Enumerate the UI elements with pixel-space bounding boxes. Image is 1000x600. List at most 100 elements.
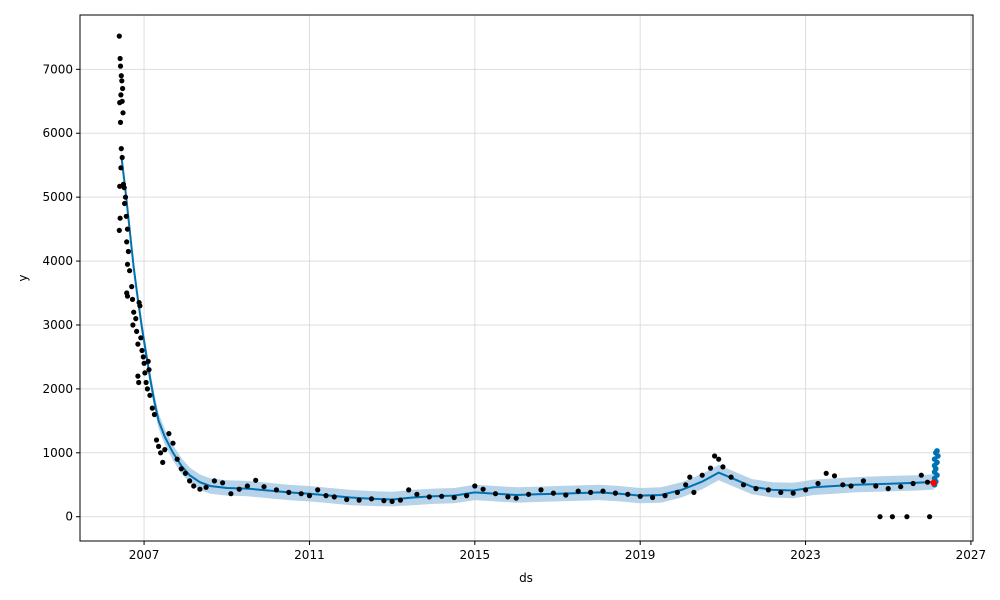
observed-point (637, 493, 643, 499)
observed-point (323, 493, 329, 499)
observed-point (236, 486, 242, 492)
observed-point (451, 494, 457, 501)
observed-point (505, 494, 511, 500)
observed-point (116, 33, 122, 39)
observed-point (848, 483, 854, 489)
observed-point (674, 489, 681, 495)
observed-point (538, 487, 544, 493)
observed-point (492, 491, 499, 497)
observed-point (753, 486, 759, 492)
observed-point (898, 484, 904, 490)
observed-point (151, 411, 157, 418)
forecast-dot (935, 453, 941, 459)
observed-point (831, 473, 838, 479)
observed-point (464, 493, 470, 499)
observed-point (220, 480, 226, 486)
observed-point (356, 497, 362, 503)
observed-point (344, 496, 350, 503)
observed-point (740, 482, 747, 488)
observed-point (625, 491, 631, 497)
forecast-dot (934, 472, 940, 479)
observed-points-layer (116, 33, 933, 520)
observed-point (136, 379, 142, 386)
observed-point (203, 484, 209, 490)
observed-point (170, 440, 176, 446)
observed-point (765, 487, 772, 493)
observed-point (823, 470, 829, 476)
observed-point (273, 487, 279, 493)
observed-point (143, 379, 149, 386)
observed-point (117, 119, 124, 125)
observed-point (144, 386, 150, 392)
last-point (930, 479, 937, 486)
observed-point (728, 474, 734, 480)
observed-point (197, 486, 203, 492)
observed-point (129, 284, 135, 290)
observed-point (145, 358, 151, 364)
y-axis-label: y (16, 274, 30, 281)
forecast-dot (933, 466, 939, 472)
observed-point (877, 514, 883, 520)
observed-point (889, 514, 896, 520)
observed-point (158, 450, 164, 456)
observed-point (117, 100, 123, 106)
observed-point (174, 456, 180, 462)
observed-point (166, 431, 172, 437)
observed-point (137, 303, 143, 309)
observed-point (315, 487, 321, 493)
observed-point (691, 489, 697, 495)
y-axis-ticks: 0 1000 2000 3000 4000 5000 6000 7000 (42, 62, 80, 524)
observed-point (480, 486, 486, 492)
grid-layer (80, 15, 973, 541)
observed-point (117, 215, 123, 221)
observed-point (182, 470, 188, 476)
x-axis-ticks: 2007 2011 2015 2019 2023 2027 (129, 541, 986, 562)
plot-frame (79, 14, 974, 542)
observed-point (662, 493, 668, 499)
observed-point (117, 55, 123, 62)
observed-point (389, 498, 395, 504)
observed-point (117, 183, 123, 189)
observed-point (118, 165, 124, 171)
observed-point (588, 489, 594, 495)
observed-point (368, 496, 375, 502)
observed-point (124, 293, 131, 299)
observed-point (147, 392, 153, 398)
observed-point (840, 482, 846, 488)
y-tick-label: 2000 (42, 382, 73, 396)
observed-point (124, 239, 130, 245)
observed-point (612, 490, 619, 496)
observed-point (178, 466, 184, 472)
observed-point (162, 447, 168, 453)
observed-point (118, 73, 124, 79)
observed-point (135, 341, 141, 347)
observed-point (149, 405, 155, 411)
observed-point (873, 483, 879, 489)
x-tick-label: 2027 (956, 548, 987, 562)
observed-point (156, 443, 162, 449)
observed-point (687, 474, 693, 480)
forecast-dot (934, 459, 940, 466)
observed-point (683, 482, 689, 488)
observed-point (153, 437, 160, 443)
observed-point (815, 480, 821, 487)
observed-point (924, 479, 931, 485)
forecast-dots-layer (931, 448, 941, 488)
observed-point (885, 486, 891, 492)
observed-point (439, 493, 445, 499)
observed-point (191, 483, 197, 489)
observed-point (513, 495, 519, 501)
observed-point (904, 514, 910, 520)
x-tick-label: 2011 (294, 548, 325, 562)
observed-point (122, 194, 129, 200)
observed-point (331, 494, 337, 500)
observed-point (160, 459, 166, 465)
observed-point (910, 480, 916, 487)
observed-point (261, 484, 267, 490)
observed-point (790, 490, 796, 496)
y-tick-label: 1000 (42, 446, 73, 460)
observed-point (125, 248, 131, 255)
